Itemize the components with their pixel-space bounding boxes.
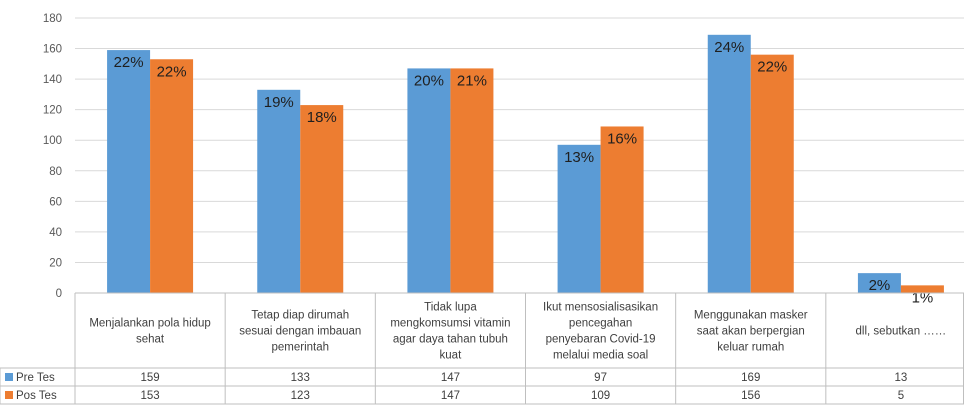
table-value: 109 [591, 390, 610, 402]
legend-key-pre-tes [5, 373, 13, 381]
legend-label: Pos Tes [16, 390, 57, 402]
y-tick-label: 40 [49, 227, 62, 239]
table-value: 97 [594, 372, 607, 384]
legend-label: Pre Tes [16, 372, 55, 384]
y-tick-label: 180 [43, 13, 62, 25]
data-label: 18% [307, 109, 337, 126]
table-value: 13 [895, 372, 908, 384]
bar-pre-tes [557, 144, 601, 293]
y-tick-label: 140 [43, 74, 62, 86]
data-label: 22% [157, 63, 187, 80]
data-label: 24% [714, 39, 744, 56]
y-tick-label: 20 [49, 257, 62, 269]
data-label: 21% [457, 72, 487, 89]
bar-pos-tes [150, 59, 194, 293]
bar-pos-tes [300, 105, 344, 293]
table-value: 147 [441, 390, 460, 402]
table-value: 159 [140, 372, 159, 384]
y-tick-label: 100 [43, 135, 62, 147]
data-table: Menjalankan pola hidup sehat Tetap diap di… [0, 292, 964, 405]
y-tick-label: 120 [43, 105, 62, 117]
bar-pre-tes [407, 68, 451, 294]
bar-pos-tes [450, 68, 494, 294]
data-label: 1% [912, 289, 934, 306]
data-label: 13% [564, 149, 594, 166]
table-value: 123 [291, 390, 310, 402]
y-axis: 0 20 40 60 80 100 120 140 160 180 [43, 13, 62, 300]
bar-pos-tes [600, 126, 644, 293]
category-label: dll, sebutkan …… [856, 326, 947, 338]
table-value: 5 [898, 390, 904, 402]
bar-pre-tes [257, 89, 301, 293]
y-tick-label: 80 [49, 166, 62, 178]
data-label: 22% [114, 54, 144, 71]
category-label: Tidak lupa mengkomsumsi vitamin agar daya … [390, 302, 510, 362]
table-value: 133 [291, 372, 310, 384]
table-value: 156 [741, 390, 760, 402]
category-label: Menggunakan masker saat akan berpergian ke… [694, 310, 808, 354]
data-label: 20% [414, 72, 444, 89]
gridlines [75, 17, 964, 294]
table-value: 153 [140, 390, 159, 402]
category-label: Tetap diap dirumah sesuai dengan imbauan p… [239, 310, 361, 354]
bar-pos-tes [750, 54, 794, 293]
y-tick-label: 0 [56, 288, 62, 300]
bar-pre-tes [707, 34, 751, 294]
category-label: Ikut mensosialisasikan pencegahan penyebar… [543, 302, 658, 362]
data-label: 19% [264, 94, 294, 111]
table-value: 169 [741, 372, 760, 384]
bars: 22% 19% 20% 13% 24% 2% 22% 18% 21% 16% 22% 1% [107, 34, 944, 306]
table-value: 147 [441, 372, 460, 384]
legend-key-pos-tes [5, 391, 13, 399]
data-label: 16% [607, 130, 637, 147]
bar-pos-tes [900, 285, 944, 293]
data-label: 2% [869, 277, 891, 294]
bar-pre-tes [107, 50, 151, 294]
data-label: 22% [757, 59, 787, 76]
y-tick-label: 60 [49, 196, 62, 208]
y-tick-label: 160 [43, 44, 62, 56]
category-label: Menjalankan pola hidup sehat [89, 318, 210, 346]
bar-pre-tes [857, 273, 901, 293]
